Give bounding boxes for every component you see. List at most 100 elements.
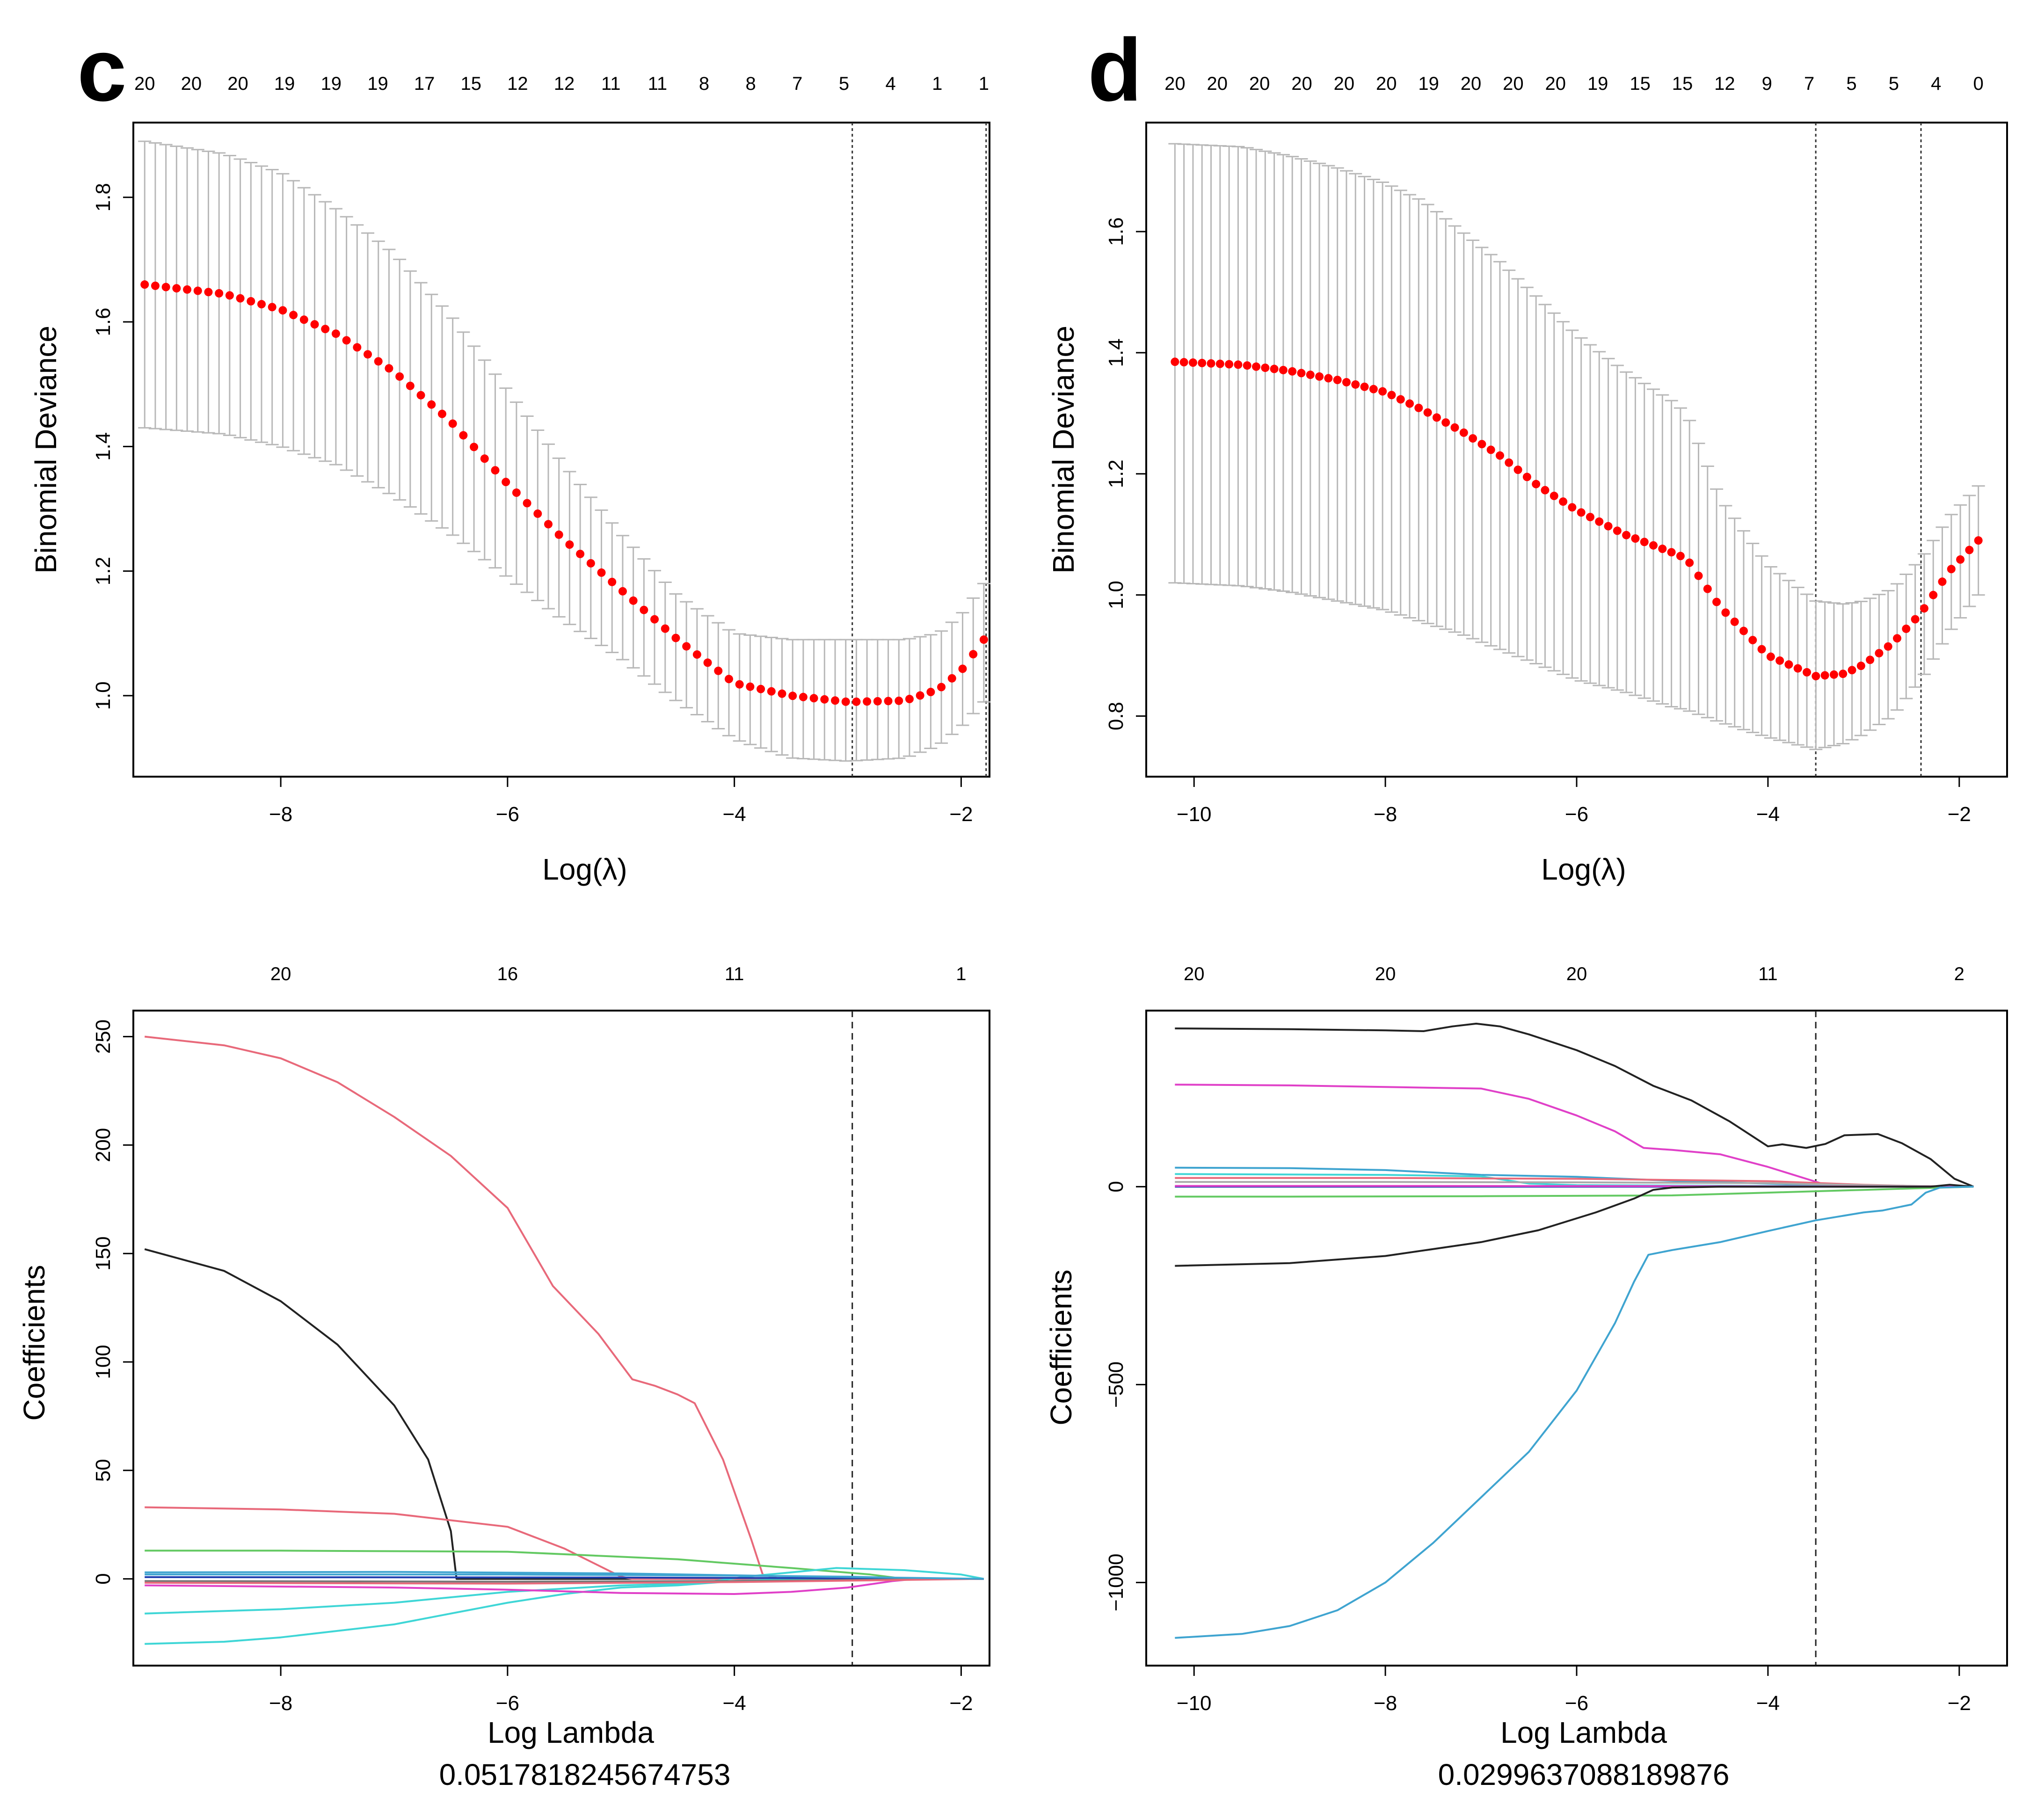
cv-mean-point xyxy=(1207,359,1215,368)
cv-mean-point xyxy=(1342,378,1351,386)
cv-mean-point xyxy=(1622,531,1631,539)
cv-mean-point xyxy=(597,568,606,577)
coef-path-var11 xyxy=(145,1578,984,1585)
x-tick-label: −8 xyxy=(1374,803,1397,826)
top-count-label: 20 xyxy=(181,73,202,94)
cv-mean-point xyxy=(1739,626,1748,635)
top-count-label: 20 xyxy=(1249,73,1270,94)
x-tick-label: −2 xyxy=(949,1692,973,1715)
top-count-label: 20 xyxy=(1184,964,1205,984)
coef-path-var1 xyxy=(1175,1022,1974,1188)
coef-path-var5 xyxy=(145,1567,984,1615)
cv-mean-point xyxy=(1703,584,1712,593)
cv-mean-point xyxy=(1541,486,1550,495)
cv-mean-point xyxy=(1522,473,1531,481)
cv-mean-point xyxy=(1947,565,1956,574)
cv-mean-point xyxy=(1856,662,1865,670)
y-tick-label: 50 xyxy=(92,1459,115,1482)
cv-mean-point xyxy=(1324,374,1333,383)
x-axis: −8 −6 −4 −2 xyxy=(269,777,973,826)
cv-mean-point xyxy=(1369,385,1378,393)
cv-mean-point xyxy=(204,288,213,297)
cv-mean-point xyxy=(299,315,308,324)
plot-frame xyxy=(132,1010,990,1667)
cv-mean-point xyxy=(895,696,903,705)
top-count-label: 19 xyxy=(1418,73,1439,94)
cv-mean-point xyxy=(820,695,829,704)
cv-mean-point xyxy=(969,650,978,659)
cv-mean-point xyxy=(1333,376,1342,385)
cv-mean-point xyxy=(661,624,669,633)
coef-path-var9 xyxy=(1175,1186,1974,1198)
top-count-label: 20 xyxy=(1164,73,1186,94)
cv-mean-point xyxy=(714,666,723,675)
lambda-min-value: 0.0517818245674753 xyxy=(439,1758,731,1791)
top-nonzero-count-labels: 20 20 20 11 2 xyxy=(1184,964,1965,984)
top-count-label: 20 xyxy=(1207,73,1228,94)
top-count-label: 12 xyxy=(554,73,575,94)
y-tick-label: 1.4 xyxy=(1105,338,1128,367)
y-axis: 1.0 1.2 1.4 1.6 1.8 xyxy=(92,183,133,710)
cv-mean-point xyxy=(215,289,224,298)
cv-mean-point xyxy=(278,306,287,315)
cv-mean-point xyxy=(1658,545,1667,553)
cv-mean-point xyxy=(1243,361,1251,370)
cv-mean-point xyxy=(1188,358,1197,367)
cv-mean-point xyxy=(1757,645,1766,654)
x-axis: −8 −6 −4 −2 xyxy=(269,1666,973,1715)
cv-mean-point xyxy=(193,286,202,295)
cv-mean-point xyxy=(364,350,372,359)
x-axis-title: Log(λ) xyxy=(542,852,627,886)
cv-mean-point xyxy=(565,540,574,549)
cv-mean-point xyxy=(523,499,531,508)
cv-mean-point xyxy=(778,689,786,698)
coef-path-var10 xyxy=(1175,1184,1974,1267)
cv-mean-point xyxy=(1505,458,1513,467)
y-tick-label: 1.6 xyxy=(1105,217,1128,246)
x-tick-label: −4 xyxy=(1756,803,1780,826)
cv-mean-point xyxy=(161,283,170,291)
y-tick-label: 100 xyxy=(92,1345,115,1379)
cv-mean-point xyxy=(1378,387,1387,396)
cv-mean-point xyxy=(1676,552,1685,561)
cv-mean-point xyxy=(1766,652,1775,661)
cv-mean-point xyxy=(1748,636,1757,645)
cv-mean-point xyxy=(873,697,882,706)
top-count-label: 5 xyxy=(839,73,849,94)
cv-mean-point xyxy=(1198,358,1207,367)
cv-mean-point xyxy=(1306,371,1315,379)
x-axis-title: Log Lambda xyxy=(487,1716,654,1749)
cv-mean-point xyxy=(788,692,797,700)
cv-mean-point xyxy=(1938,577,1947,586)
y-tick-label: 1.0 xyxy=(1105,581,1128,609)
cv-mean-point xyxy=(1396,395,1405,404)
top-count-label: 4 xyxy=(885,73,895,94)
x-tick-label: −6 xyxy=(1565,803,1588,826)
cv-mean-point xyxy=(1568,503,1577,512)
cv-mean-point xyxy=(703,658,712,667)
cv-mean-point xyxy=(1812,672,1820,681)
cv-mean-point xyxy=(331,329,340,338)
y-tick-label: 250 xyxy=(92,1019,115,1054)
cv-mean-point xyxy=(1920,604,1928,613)
top-count-label: 16 xyxy=(497,964,518,984)
cv-mean-point xyxy=(470,443,479,451)
y-axis: −1000 −500 0 xyxy=(1105,1181,1146,1611)
cv-mean-point xyxy=(1775,656,1784,665)
cv-mean-point xyxy=(746,682,755,691)
cv-mean-point xyxy=(140,280,149,289)
x-tick-label: −10 xyxy=(1177,803,1212,826)
top-count-label: 20 xyxy=(1334,73,1355,94)
cv-mean-point xyxy=(1784,660,1793,669)
cv-mean-point xyxy=(1459,428,1468,437)
cv-mean-point xyxy=(1477,440,1486,449)
cv-mean-point xyxy=(671,633,680,642)
cv-mean-point xyxy=(1884,642,1892,651)
top-count-label: 12 xyxy=(507,73,528,94)
cv-mean-point xyxy=(1793,664,1802,673)
top-nonzero-count-labels: 20 16 11 1 xyxy=(270,964,967,984)
cv-mean-point xyxy=(502,478,510,487)
cv-mean-point xyxy=(448,419,457,428)
cv-mean-point xyxy=(151,281,160,290)
